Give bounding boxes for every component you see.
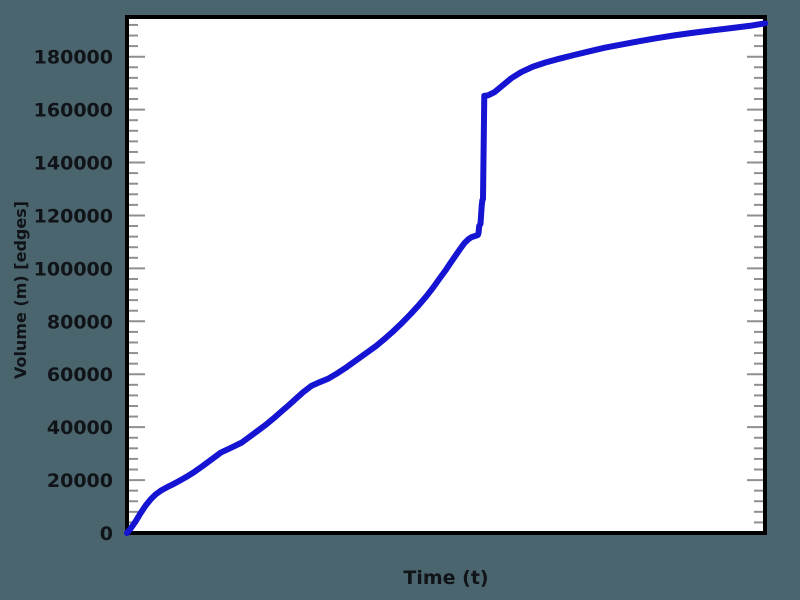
y-tick-label: 80000 [47,311,113,333]
y-tick-label: 140000 [34,153,113,175]
y-tick-label: 0 [100,523,113,545]
y-axis-tick-labels: 0 20000 40000 60000 80000 100000 120000 140000 1… [34,47,113,545]
x-axis-label: Time (t) [403,567,488,589]
y-tick-label: 160000 [34,100,113,122]
y-tick-label: 40000 [47,417,113,439]
y-tick-label: 100000 [34,258,113,280]
plot-frame [125,15,767,535]
data-series-group [124,20,768,536]
plot-area-background [127,17,765,533]
y-tick-label: 180000 [34,47,113,69]
y-tick-label: 60000 [47,364,113,386]
y-tick-label: 20000 [47,470,113,492]
y-tick-label: 120000 [34,205,113,227]
y-axis-label: Volume (m) [edges] [11,201,30,379]
data-line-0 [124,20,768,536]
